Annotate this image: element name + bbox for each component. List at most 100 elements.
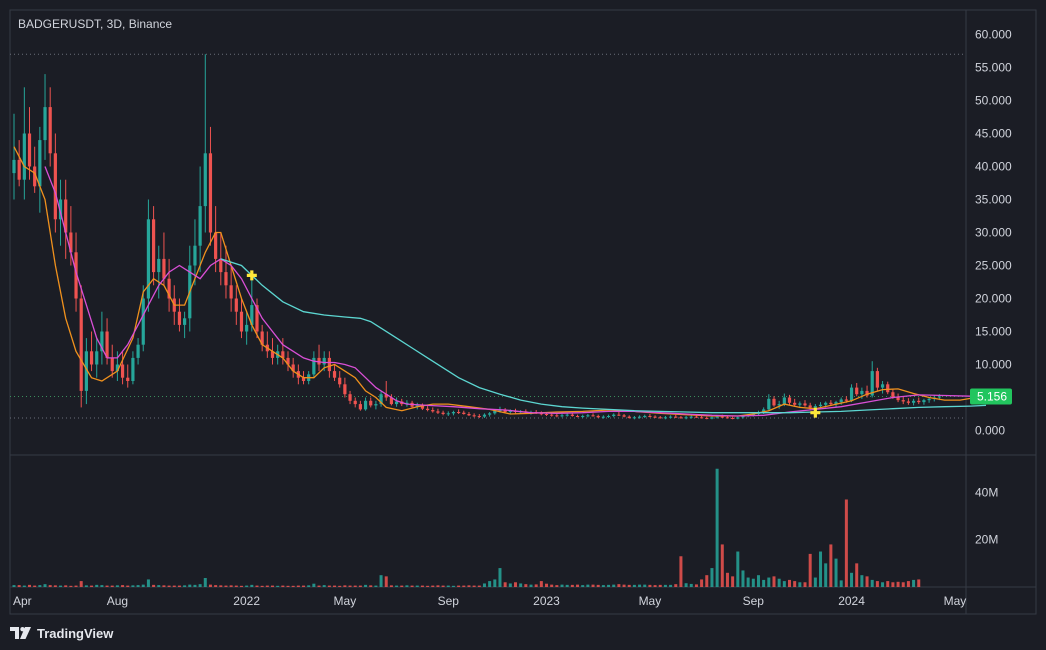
volume-bar — [271, 585, 274, 587]
candle-body — [637, 416, 642, 418]
volume-bar — [229, 585, 233, 587]
volume-bar — [627, 584, 631, 587]
volume-bar — [674, 584, 678, 587]
candle-body — [245, 324, 249, 332]
volume-bar — [834, 558, 838, 587]
volume-bar — [131, 585, 135, 587]
volume-bar — [53, 585, 57, 587]
price-tick-label: 50.000 — [975, 94, 1012, 108]
volume-bar — [162, 585, 166, 587]
candle-body — [353, 400, 357, 405]
volume-axis-labels: 20M 40M — [975, 485, 998, 546]
volume-bar — [798, 582, 802, 587]
volume-bar — [782, 581, 786, 587]
price-tick-label: 15.000 — [975, 325, 1012, 339]
candle-body — [95, 351, 99, 365]
volume-bar — [658, 584, 662, 587]
volume-bar — [519, 583, 523, 587]
volume-bar — [302, 585, 306, 587]
candle-body — [891, 392, 895, 398]
candle-body — [74, 252, 78, 299]
candle-body — [12, 159, 16, 174]
candle-body — [917, 400, 921, 403]
volume-bar — [901, 582, 905, 587]
candle-body — [922, 400, 926, 403]
volume-bar — [622, 584, 626, 587]
candle-body — [849, 387, 854, 401]
price-tick-label: 40.000 — [975, 160, 1012, 174]
reference-lines — [10, 53, 966, 419]
candle-body — [560, 415, 564, 417]
volume-bar — [115, 585, 119, 587]
volume-bar — [436, 585, 440, 587]
volume-bar — [793, 581, 797, 587]
candle-body — [824, 402, 828, 405]
candle-body — [596, 415, 600, 418]
volume-bar — [725, 572, 729, 587]
volume-bar — [79, 581, 83, 587]
candle-body — [343, 384, 347, 395]
candle-body — [338, 377, 342, 385]
cross-marker — [810, 407, 821, 418]
volume-bar — [245, 585, 249, 587]
volume-bar — [353, 585, 357, 587]
volume-bar — [405, 585, 409, 587]
volume-bar — [819, 551, 823, 587]
candle-body — [69, 232, 73, 253]
volume-bar — [183, 585, 187, 587]
volume-bar — [281, 585, 285, 587]
time-tick-label: May — [639, 594, 662, 608]
chart-border — [9, 9, 1037, 615]
volume-bar — [64, 585, 68, 587]
volume-bar — [462, 585, 466, 587]
candle-body — [700, 417, 704, 419]
candle-body — [131, 357, 135, 381]
volume-bar — [881, 582, 885, 587]
candle-body — [617, 414, 621, 416]
candle-body — [312, 357, 316, 375]
volume-bar — [384, 576, 388, 587]
candle-body — [89, 351, 94, 365]
candle-body — [741, 415, 745, 418]
candle-body — [286, 357, 290, 365]
volume-bar — [188, 584, 192, 587]
candle-body — [622, 415, 626, 417]
time-tick-label: 2022 — [233, 594, 260, 608]
volume-bar — [369, 585, 373, 587]
volume-bar — [291, 585, 295, 587]
candle-body — [84, 351, 88, 391]
candle-body — [183, 318, 187, 325]
candle-body — [679, 417, 683, 419]
volume-bar — [539, 581, 543, 587]
brand[interactable]: TradingView — [10, 624, 113, 642]
volume-bar — [850, 572, 854, 587]
candle-body — [725, 417, 730, 419]
candle-body — [911, 400, 916, 403]
candle-body — [488, 413, 492, 415]
tradingview-logo-icon — [10, 627, 31, 639]
candle-body — [539, 413, 543, 415]
candle-body — [270, 351, 275, 358]
volume-bar — [550, 584, 554, 587]
candle-body — [441, 412, 445, 414]
candle-body — [22, 133, 26, 180]
volume-bar — [839, 580, 843, 587]
volume-bar — [617, 584, 621, 587]
volume-bar — [69, 585, 73, 587]
volume-bar — [736, 551, 740, 587]
volume-bar — [844, 499, 848, 587]
candle-body — [260, 331, 264, 345]
volume-bar — [472, 585, 476, 587]
candle-body — [808, 405, 812, 408]
volume-bar — [710, 568, 714, 587]
volume-tick-label: 40M — [975, 485, 998, 499]
candle-body — [426, 408, 430, 411]
candle-body — [860, 390, 864, 395]
volume-bar — [870, 579, 874, 587]
candle-body — [648, 415, 652, 417]
candle-body — [369, 400, 373, 406]
candle-body — [508, 410, 512, 413]
volume-bar — [684, 583, 688, 587]
candle-body — [544, 414, 549, 415]
